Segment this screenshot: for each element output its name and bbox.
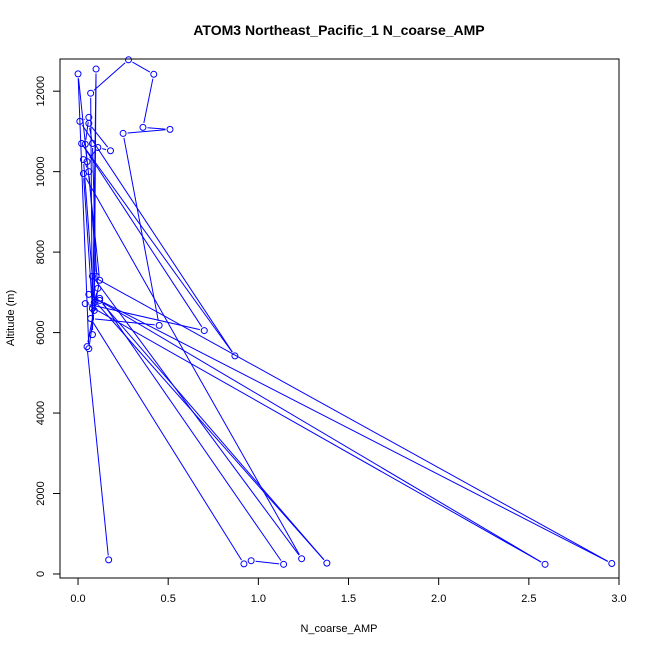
series-line-segment — [92, 296, 542, 563]
data-point — [81, 140, 89, 148]
series-line-segment — [83, 178, 93, 304]
data-point — [92, 272, 100, 280]
series-line-segment — [103, 302, 609, 562]
data-point — [94, 144, 102, 152]
data-point — [231, 352, 239, 360]
data-point — [247, 557, 255, 565]
data-point — [76, 117, 84, 125]
data-point — [87, 315, 95, 322]
data-point — [150, 70, 158, 78]
data-point — [85, 345, 93, 353]
data-point — [78, 139, 86, 147]
data-point — [280, 560, 288, 568]
chart-title: ATOM3 Northeast_Pacific_1 N_coarse_AMP — [193, 22, 484, 38]
data-point — [85, 290, 93, 298]
series-line-segment — [102, 148, 107, 151]
y-axis-label: Altitude (m) — [5, 290, 17, 346]
data-point — [85, 119, 93, 127]
series-line-segment — [89, 127, 93, 140]
x-tick-label: 3.0 — [611, 593, 626, 605]
series-line-segment — [89, 304, 200, 331]
series-line-segment — [83, 164, 95, 298]
data-point — [105, 556, 113, 564]
data-point — [79, 156, 87, 164]
y-tick-label: 4000 — [35, 401, 47, 425]
data-point — [323, 559, 331, 567]
series-line-segment — [123, 137, 159, 322]
data-point — [94, 284, 102, 292]
series-line-segment — [81, 124, 233, 353]
x-tick-label: 1.0 — [251, 593, 266, 605]
data-point — [200, 327, 208, 335]
data-point — [119, 129, 127, 137]
data-point — [106, 147, 114, 155]
series-line-segment — [83, 146, 233, 353]
series-line-segment — [101, 301, 282, 561]
data-point — [87, 89, 95, 97]
series-line-segment — [91, 297, 325, 561]
data-point — [240, 560, 248, 568]
data-point — [81, 300, 89, 308]
x-axis-label: N_coarse_AMP — [300, 623, 377, 635]
series-line-segment — [94, 279, 300, 556]
data-point — [92, 65, 100, 73]
data-point — [96, 276, 104, 284]
data-point — [83, 158, 91, 166]
y-tick-label: 10000 — [35, 156, 47, 187]
data-point — [541, 560, 549, 568]
data-point — [608, 560, 616, 568]
x-tick-label: 2.5 — [521, 593, 536, 605]
series-line-segment — [77, 78, 90, 345]
series-line-segment — [83, 146, 203, 328]
series-line-segment — [85, 148, 88, 158]
y-tick-label: 2000 — [35, 481, 47, 505]
data-point — [96, 294, 104, 302]
series-line-segment — [143, 78, 154, 124]
data-point — [88, 331, 96, 339]
x-axis: 0.0 0.5 1.0 1.5 2.0 2.5 3.0 — [70, 577, 627, 605]
series-line-segment — [85, 121, 89, 140]
series-line-segment — [127, 129, 166, 134]
series-line-segment — [93, 62, 126, 91]
series-line-segment — [102, 303, 325, 561]
series-line-segment — [91, 126, 109, 148]
data-point — [155, 321, 163, 329]
data-point — [90, 306, 98, 314]
data-point — [139, 123, 147, 131]
y-tick-label: 12000 — [35, 76, 47, 107]
data-point — [88, 139, 96, 147]
series-line-segment — [132, 61, 151, 73]
data-point — [88, 272, 96, 280]
data-point — [79, 170, 87, 178]
y-axis: 0 2000 4000 6000 8000 10000 12000 — [35, 76, 61, 577]
series-line-segment — [88, 305, 542, 563]
series-line-segment — [92, 322, 242, 561]
data-point — [88, 304, 96, 312]
x-tick-label: 0.5 — [161, 593, 176, 605]
data-point — [298, 555, 306, 563]
data-point — [74, 70, 82, 78]
data-point — [83, 343, 91, 351]
x-tick-label: 2.0 — [431, 593, 446, 605]
data-point — [166, 125, 174, 133]
x-tick-label: 1.5 — [341, 593, 356, 605]
data-series — [74, 56, 616, 568]
y-tick-label: 0 — [35, 571, 47, 577]
series-line-segment — [147, 127, 166, 130]
series-line-segment — [87, 351, 109, 556]
data-point — [125, 56, 133, 64]
data-point — [96, 296, 104, 304]
y-tick-label: 6000 — [35, 320, 47, 344]
x-tick-label: 0.0 — [70, 593, 85, 605]
series-line-segment — [255, 560, 280, 565]
y-tick-label: 8000 — [35, 240, 47, 264]
series-line-segment — [92, 147, 97, 272]
